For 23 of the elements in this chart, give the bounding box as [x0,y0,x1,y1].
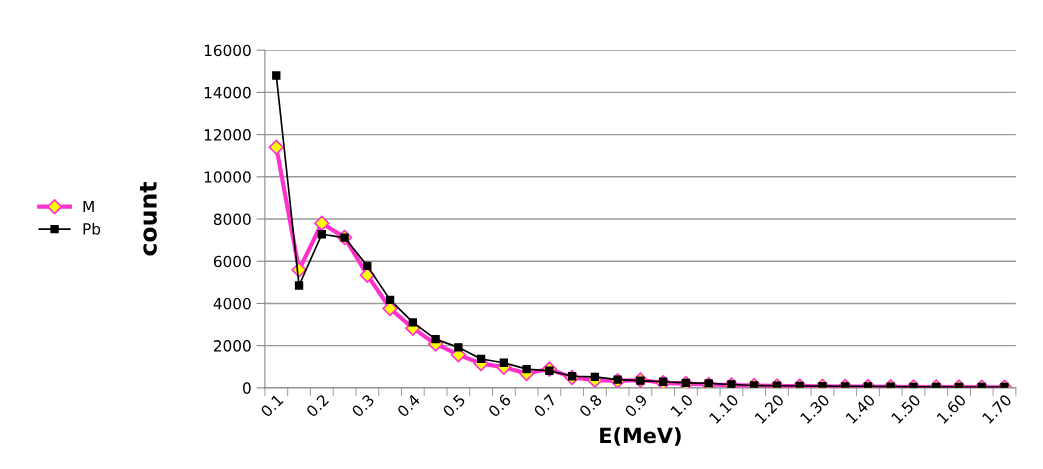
x-tick-label: 0.7 [533,393,557,418]
y-tick-label: 8000 [213,213,251,226]
y-tick-label: 10000 [204,171,251,183]
legend-label: Pb [83,222,101,235]
y-tick-label: 16000 [204,44,251,57]
y-tick-label: 4000 [213,297,251,310]
x-axis-title: E(MeV) [600,427,681,446]
x-tick-label: 0.2 [305,394,330,418]
x-tick-label: 0.1 [260,393,284,418]
y-tick-label: 6000 [213,255,251,268]
x-tick-label: 0.9 [624,393,649,418]
x-tick-label: 0.6 [487,393,512,418]
y-tick-label: 14000 [204,86,251,99]
y-tick-label: 0 [243,382,251,394]
x-tick-label: 1.0 [670,393,694,418]
y-tick-label: 2000 [213,340,251,352]
legend-label: M [83,200,94,213]
x-tick-label: 0.5 [442,393,466,418]
x-tick-label: 0.8 [578,393,603,418]
y-axis-title: count [139,182,157,256]
y-tick-label: 12000 [204,129,251,141]
x-tick-label: 0.3 [351,393,375,418]
x-tick-label: 0.4 [396,393,421,418]
